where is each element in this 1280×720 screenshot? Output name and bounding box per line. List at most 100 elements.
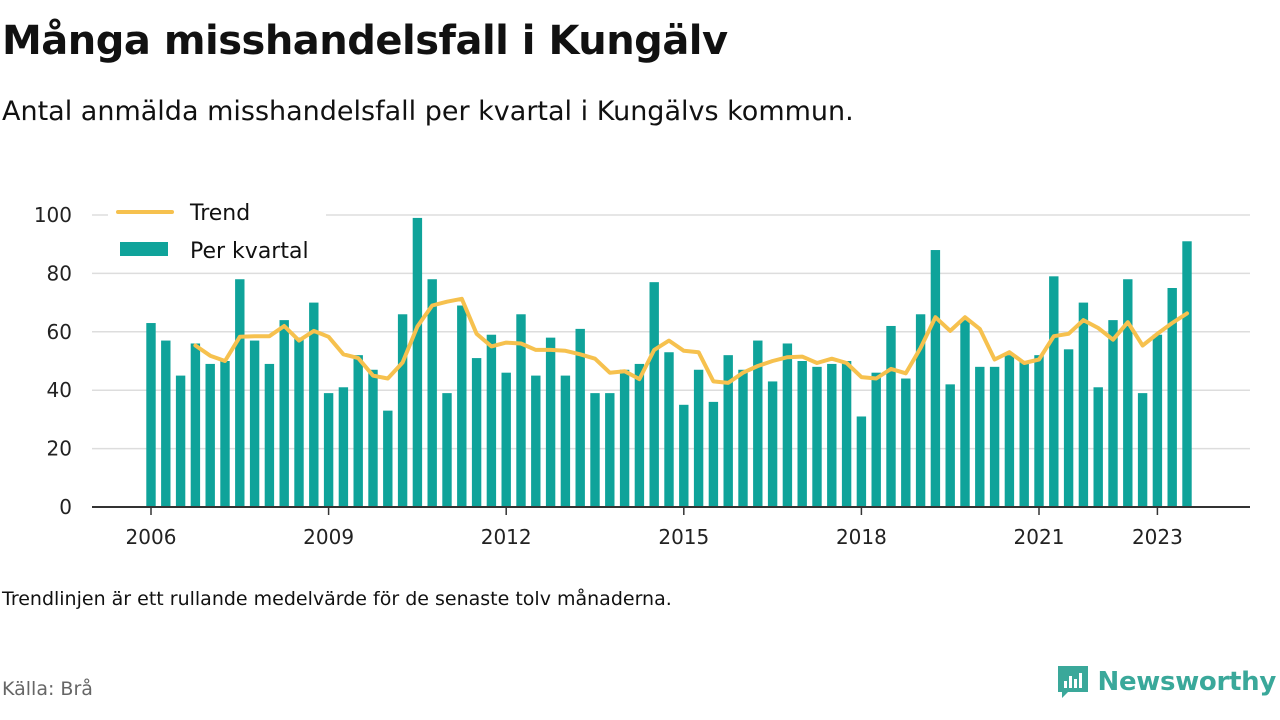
bar [767,381,778,507]
bar [1123,279,1133,507]
bar [1019,361,1029,507]
legend: Trend Per kvartal [108,198,326,272]
bar [723,355,733,507]
bar [383,410,393,507]
footnote: Trendlinjen är ett rullande medelvärde f… [2,588,672,610]
bar [220,361,230,507]
bar [442,393,452,507]
bar [738,369,748,507]
bar [1182,241,1192,507]
trend-line [193,296,1189,385]
y-tick-label: 60 [47,320,72,344]
bar [693,369,704,507]
chart-title: Många misshandelsfall i Kungälv [2,18,728,64]
legend-bar-swatch [120,242,168,256]
legend-bar-label: Per kvartal [190,239,309,264]
bar [1049,276,1059,507]
bar [886,325,896,507]
y-tick-label: 20 [47,437,72,461]
bar [1108,320,1118,507]
x-tick-label: 2006 [126,525,177,549]
bar [1167,288,1177,507]
bar [856,416,867,507]
bar [457,305,467,507]
bar [975,366,985,507]
bar [1137,393,1148,507]
brand-name: Newsworthy [1097,667,1277,697]
y-axis: 0 20 40 60 80 100 [34,203,72,519]
bar [1093,387,1103,507]
bar [531,375,541,507]
bar [619,369,630,507]
bar [1034,355,1044,507]
bar [264,363,275,507]
bar [294,337,304,507]
bar [397,314,408,507]
bar [605,393,615,507]
bar [486,334,497,507]
x-tick-label: 2015 [658,525,709,549]
bar [901,378,911,507]
bar [679,404,689,507]
x-tick-label: 2021 [1014,525,1065,549]
x-tick-label: 2018 [836,525,887,549]
chart-subtitle: Antal anmälda misshandelsfall per kvarta… [2,96,854,127]
y-tick-label: 100 [34,203,72,227]
x-tick-label: 2023 [1132,525,1183,549]
bar [827,363,837,507]
bar [190,343,201,507]
bar [338,387,349,507]
bar [960,320,970,507]
bar-series [146,217,1192,508]
brand-logo[interactable]: Newsworthy [1056,664,1276,700]
bar [1078,302,1089,507]
bar [664,352,674,507]
y-tick-label: 0 [59,495,72,519]
bar [412,217,423,508]
bar [575,328,585,507]
bar [871,372,881,507]
bar [560,375,571,507]
bar [590,393,600,507]
x-tick-label: 2012 [481,525,532,549]
bar [1004,355,1015,507]
bar [782,343,793,507]
source-text: Källa: Brå [2,678,93,700]
bar [915,314,926,507]
bar [353,355,363,507]
bar [368,369,378,507]
bar [427,279,437,507]
trend-series [193,296,1189,385]
bar [545,337,556,507]
bar [161,340,171,507]
bar [797,361,807,507]
bar [323,393,334,507]
x-tick-label: 2009 [303,525,354,549]
bar [812,366,822,507]
bar [1152,334,1163,507]
bar [235,279,245,507]
bar [175,375,186,507]
bar [146,323,156,507]
bar [841,361,852,507]
bar [471,358,482,507]
bar [989,366,1000,507]
bar [634,363,645,507]
bar [309,302,319,507]
bar [753,340,763,507]
bar [708,401,719,507]
y-tick-label: 80 [47,261,72,285]
bar [1063,349,1074,507]
y-tick-label: 40 [47,378,72,402]
bar [516,314,526,507]
legend-trend-label: Trend [189,201,250,226]
x-axis: 2006 2009 2012 2015 2018 2021 2023 [126,507,1183,549]
bar [501,372,511,507]
newsworthy-logo-icon [1057,666,1088,698]
bar [279,320,289,507]
bar [945,384,955,507]
bar [205,363,215,507]
chart-area: 0 20 40 60 80 100 2006 2009 2012 2015 2018 2021 202… [34,198,1250,549]
bar [249,340,260,507]
bar [930,250,941,507]
